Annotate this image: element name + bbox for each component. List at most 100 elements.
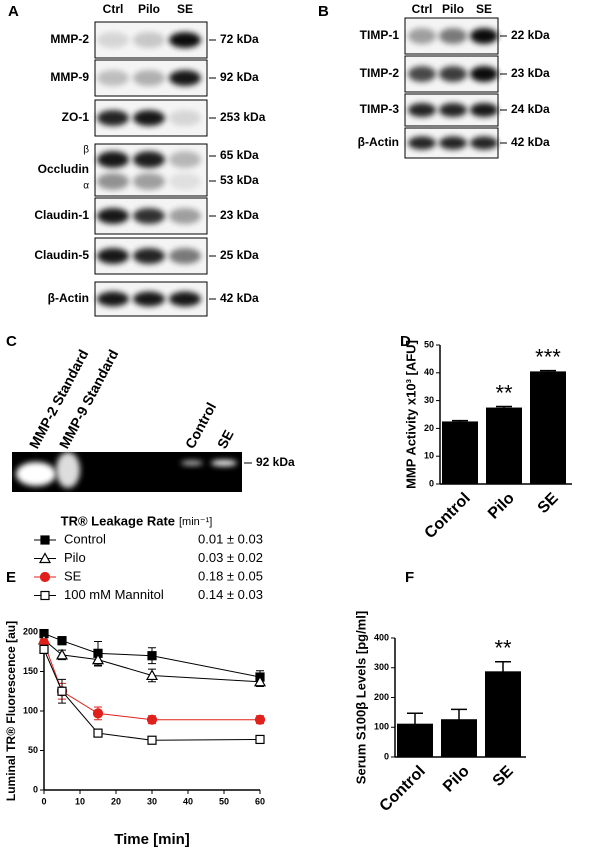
- x-tick-label: 30: [147, 796, 157, 806]
- y-tick-label: 50: [424, 339, 434, 349]
- x-tick-label: Pilo: [440, 763, 473, 796]
- kda-label: 42 kDa: [220, 291, 259, 305]
- bar: [485, 671, 521, 757]
- marker: [91, 653, 105, 665]
- bar: [486, 407, 522, 484]
- band: [439, 66, 467, 82]
- band: [97, 208, 129, 224]
- x-tick-label: 60: [255, 796, 265, 806]
- row-label: TIMP-1: [360, 28, 400, 42]
- lane-label: Ctrl: [412, 2, 433, 16]
- y-axis-label: Luminal TR® Fluorescence [au]: [4, 621, 18, 801]
- kda-label: 23 kDa: [511, 66, 550, 80]
- legend-rate: 0.18 ± 0.05: [198, 568, 263, 583]
- kda-label: 53 kDa: [220, 173, 259, 187]
- band: [408, 66, 436, 82]
- gel-band: [16, 462, 56, 486]
- band: [439, 136, 467, 150]
- band: [169, 110, 201, 126]
- y-tick-label: 0: [384, 751, 389, 761]
- marker: [147, 651, 157, 661]
- x-tick-label: SE: [535, 490, 562, 517]
- subunit-label: α: [83, 181, 89, 192]
- band: [97, 70, 129, 86]
- marker: [146, 714, 158, 725]
- panel-letter: C: [6, 333, 17, 350]
- band: [169, 248, 201, 264]
- band: [97, 110, 129, 126]
- panel-letter: A: [8, 3, 19, 20]
- band: [133, 173, 165, 190]
- band: [470, 102, 498, 118]
- band: [133, 291, 165, 307]
- band: [408, 102, 436, 118]
- x-tick-label: 0: [41, 796, 46, 806]
- x-tick-label: 50: [219, 796, 229, 806]
- marker: [253, 675, 267, 687]
- y-tick-label: 20: [424, 423, 434, 433]
- marker: [55, 648, 69, 660]
- y-tick-label: 150: [23, 666, 38, 676]
- marker: [147, 735, 157, 745]
- y-tick-label: 30: [424, 395, 434, 405]
- subunit-label: β: [83, 145, 89, 156]
- lane-label: SE: [214, 427, 237, 451]
- band: [169, 291, 201, 307]
- legend-rate: 0.14 ± 0.03: [198, 587, 263, 602]
- marker: [92, 708, 104, 719]
- error-bar: [452, 419, 468, 423]
- kda-label: 23 kDa: [220, 208, 259, 222]
- marker: [93, 728, 103, 738]
- kda-label: 22 kDa: [511, 28, 550, 42]
- y-tick-label: 300: [374, 662, 389, 672]
- band: [169, 208, 201, 224]
- band: [97, 291, 129, 307]
- gel-band: [56, 452, 80, 488]
- band: [439, 28, 467, 44]
- row-label: β-Actin: [48, 291, 89, 305]
- lane-label: Pilo: [138, 2, 160, 16]
- legend-rate: 0.01 ± 0.03: [198, 531, 263, 546]
- y-tick-label: 0: [33, 784, 38, 794]
- marker: [40, 590, 50, 601]
- kda-label: 92 kDa: [220, 70, 259, 84]
- marker: [255, 734, 265, 745]
- marker: [39, 571, 51, 583]
- significance: ***: [535, 344, 561, 369]
- y-tick-label: 100: [374, 722, 389, 732]
- y-tick-label: 0: [429, 478, 434, 488]
- band: [169, 173, 201, 190]
- legend-rate: 0.03 ± 0.02: [198, 550, 263, 565]
- band: [408, 136, 436, 150]
- y-axis-label: MMP Activity x10³ [AFU]: [403, 340, 418, 489]
- gel-band: [211, 460, 237, 466]
- y-tick-label: 40: [424, 367, 434, 377]
- band: [97, 173, 129, 190]
- band: [133, 32, 165, 48]
- row-label: Claudin-1: [34, 208, 89, 222]
- y-tick-label: 100: [23, 705, 38, 715]
- error-bar: [495, 661, 511, 681]
- bar: [442, 421, 478, 484]
- gel-band: [181, 460, 203, 466]
- x-tick-label: SE: [490, 763, 517, 790]
- row-label: MMP-2: [50, 32, 89, 46]
- row-label: Occludin: [38, 162, 89, 176]
- significance: **: [494, 636, 512, 661]
- legend-label: Pilo: [64, 550, 86, 565]
- y-tick-label: 200: [374, 692, 389, 702]
- error-bar: [540, 369, 556, 373]
- legend-label: 100 mM Mannitol: [64, 587, 164, 602]
- band: [97, 32, 129, 48]
- kda-label: 25 kDa: [220, 248, 259, 262]
- marker: [57, 636, 67, 646]
- panel-letter: E: [6, 569, 16, 586]
- row-label: TIMP-2: [360, 66, 400, 80]
- row-label: TIMP-3: [360, 102, 400, 116]
- y-tick-label: 10: [424, 451, 434, 461]
- marker: [39, 644, 49, 654]
- band: [133, 110, 165, 126]
- x-axis-label: Time [min]: [114, 831, 190, 848]
- band: [133, 208, 165, 224]
